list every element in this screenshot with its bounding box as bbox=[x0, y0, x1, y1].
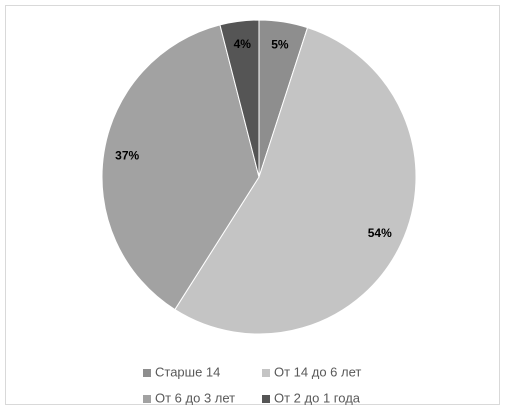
data-label: 5% bbox=[271, 37, 289, 51]
data-label: 54% bbox=[368, 226, 392, 240]
legend-label: От 6 до 3 лет bbox=[155, 390, 235, 405]
data-label: 37% bbox=[115, 148, 139, 162]
pie-slice bbox=[219, 19, 260, 178]
legend-swatch bbox=[143, 395, 151, 403]
legend-label: От 14 до 6 лет bbox=[274, 364, 361, 379]
legend-swatch bbox=[262, 395, 270, 403]
data-label: 4% bbox=[234, 37, 252, 51]
legend-swatch bbox=[262, 369, 270, 377]
pie-slice bbox=[174, 27, 417, 335]
legend-label: Старше 14 bbox=[155, 364, 220, 379]
pie-slice bbox=[101, 24, 260, 311]
legend-label: От 2 до 1 года bbox=[274, 390, 361, 405]
legend-swatch bbox=[143, 369, 151, 377]
